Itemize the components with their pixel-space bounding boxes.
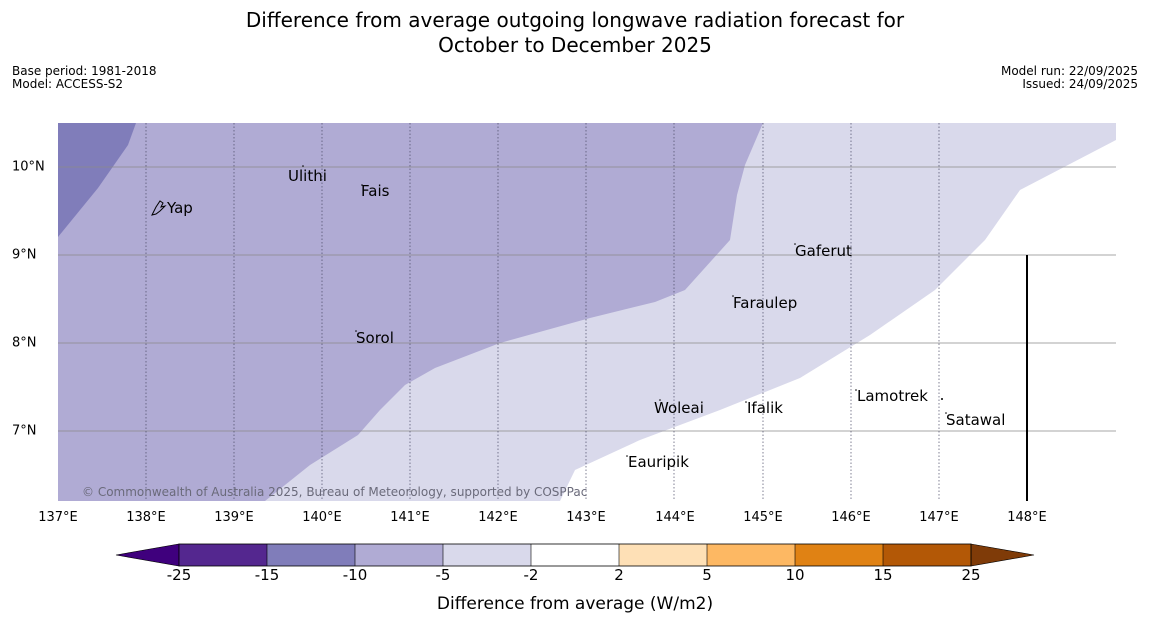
model-name: Model: ACCESS-S2	[12, 77, 124, 91]
colorbar-tick-label: -25	[166, 566, 192, 584]
place-label-satawal: Satawal	[946, 411, 1005, 429]
colorbar-tick-label: 5	[702, 566, 712, 584]
colorbar-extend-min	[115, 543, 180, 567]
place-label-woleai: Woleai	[654, 399, 704, 417]
place-label-ulithi: Ulithi	[288, 167, 327, 185]
lon-label: 140°E	[302, 510, 342, 525]
yap-island-shape	[151, 200, 167, 216]
lat-label: 7°N	[12, 423, 37, 439]
colorbar-tick-label: -2	[523, 566, 539, 584]
lon-label: 137°E	[38, 510, 78, 525]
colorbar-swatch	[795, 544, 883, 566]
colorbar-swatch	[267, 544, 355, 566]
place-label-faraulep: Faraulep	[733, 294, 797, 312]
meta-right: Model run: 22/09/2025 Issued: 24/09/2025	[1001, 65, 1138, 91]
colorbar-tick-label: -10	[342, 566, 368, 584]
map-area	[58, 123, 1116, 501]
place-label-gaferut: Gaferut	[795, 242, 852, 260]
lat-label: 8°N	[12, 335, 37, 351]
colorbar-tick-label: -5	[435, 566, 451, 584]
issued-date: Issued: 24/09/2025	[1022, 77, 1138, 91]
colorbar-frame	[178, 543, 972, 567]
colorbar-swatch	[707, 544, 795, 566]
lon-label: 144°E	[655, 510, 695, 525]
colorbar-swatch	[443, 544, 531, 566]
island-dots	[302, 165, 947, 457]
lon-label: 141°E	[390, 510, 430, 525]
title-line-2: October to December 2025	[438, 33, 712, 57]
place-label-yap: Yap	[166, 199, 193, 217]
lon-label: 148°E	[1007, 510, 1047, 525]
colorbar-title: Difference from average (W/m2)	[436, 594, 714, 614]
lat-label: 10°N	[12, 159, 45, 175]
lon-label: 146°E	[831, 510, 871, 525]
lon-label: 139°E	[214, 510, 254, 525]
colorbar-swatch	[883, 544, 971, 566]
region-minus15-minus10	[58, 123, 136, 237]
lon-label: 138°E	[126, 510, 166, 525]
place-label-fais: Fais	[361, 182, 390, 200]
model-run: Model run: 22/09/2025	[1000, 64, 1138, 78]
place-labels: Yap Ulithi Fais Gaferut Faraulep Sorol L…	[166, 167, 1005, 471]
colorbar	[115, 543, 1035, 567]
lon-label: 143°E	[566, 510, 606, 525]
colorbar-swatch	[531, 544, 619, 566]
colorbar-tick-label: 15	[873, 566, 893, 584]
map-title: Difference from average outgoing longwav…	[0, 8, 1150, 58]
colorbar-tick-label: -15	[254, 566, 280, 584]
lon-label: 142°E	[478, 510, 518, 525]
meta-left: Base period: 1981-2018 Model: ACCESS-S2	[12, 65, 157, 91]
lon-label: 147°E	[919, 510, 959, 525]
colorbar-swatch	[179, 544, 267, 566]
place-label-ifalik: Ifalik	[747, 399, 783, 417]
colorbar-tick-label: 25	[961, 566, 981, 584]
copyright-notice: © Commonwealth of Australia 2025, Bureau…	[82, 485, 587, 499]
title-line-1: Difference from average outgoing longwav…	[245, 8, 905, 32]
colorbar-swatch	[619, 544, 707, 566]
base-period: Base period: 1981-2018	[12, 64, 157, 78]
colorbar-tick-label: 10	[785, 566, 805, 584]
lon-gridlines	[145, 123, 940, 501]
colorbar-extend-max	[970, 543, 1035, 567]
colorbar-swatch	[355, 544, 443, 566]
colorbar-tick-label: 2	[614, 566, 624, 584]
lat-label: 9°N	[12, 247, 37, 263]
lon-label: 145°E	[743, 510, 783, 525]
place-label-sorol: Sorol	[356, 329, 394, 347]
place-label-eauripik: Eauripik	[628, 453, 689, 471]
place-label-lamotrek: Lamotrek	[857, 387, 928, 405]
